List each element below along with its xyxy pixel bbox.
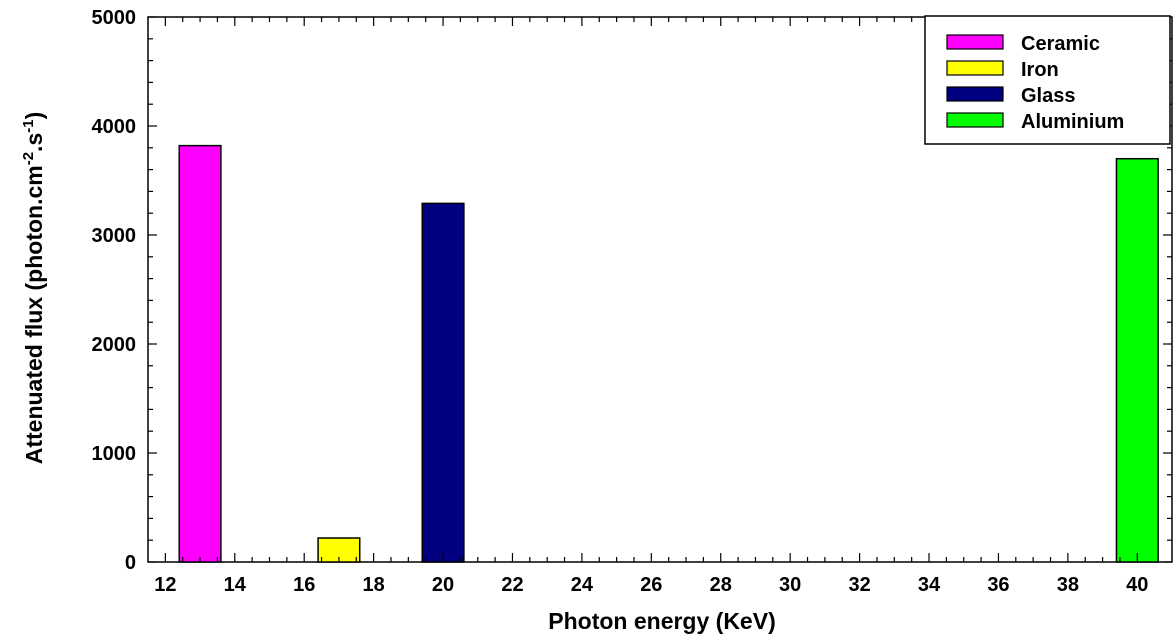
legend-label-ceramic: Ceramic: [1021, 33, 1100, 55]
x-tick-label: 36: [987, 574, 1009, 596]
x-tick-label: 26: [640, 574, 662, 596]
plot-area: [147, 16, 1173, 563]
legend-label-iron: Iron: [1021, 59, 1059, 81]
y-tick-label: 4000: [92, 116, 137, 138]
x-tick-label: 32: [848, 574, 870, 596]
y-tick-label: 1000: [92, 443, 137, 465]
x-tick-label: 12: [154, 574, 176, 596]
axes: 12 14 16 18 20 22 24 26 28 30 32 34 36 38 40 0 1000 2000 3…: [92, 7, 1172, 596]
legend-swatch-ceramic: [946, 34, 1004, 50]
y-tick-label: 2000: [92, 334, 137, 356]
y-axis-title-exp1: -2: [20, 152, 37, 165]
y-axis-title-end: ): [21, 112, 47, 120]
x-tick-label: 28: [710, 574, 732, 596]
x-tick-label: 38: [1057, 574, 1079, 596]
bar-glass: [421, 202, 465, 563]
legend-label-aluminium: Aluminium: [1021, 111, 1124, 133]
y-tick-label: 5000: [92, 7, 137, 29]
bars: [178, 144, 1159, 563]
x-tick-label: 30: [779, 574, 801, 596]
legend-label-glass: Glass: [1021, 85, 1075, 107]
y-axis-title-exp2: -1: [20, 119, 37, 132]
y-axis-title-mid: .s: [21, 133, 47, 152]
plot-frame: [147, 16, 1173, 563]
y-axis-title: Attenuated flux (photon.cm-2.s-1): [20, 112, 47, 465]
legend-swatch-iron: [946, 60, 1004, 76]
legend-swatch-glass: [946, 86, 1004, 102]
x-tick-label: 20: [432, 574, 454, 596]
bar-ceramic: [178, 144, 222, 563]
bar-aluminium: [1115, 157, 1159, 563]
x-tick-label: 22: [501, 574, 523, 596]
y-axis-title-base: Attenuated flux (photon.cm: [21, 165, 47, 464]
x-tick-label: 16: [293, 574, 315, 596]
legend-swatch-aluminium: [946, 112, 1004, 128]
x-axis-title: Photon energy (KeV): [548, 608, 775, 634]
y-tick-label: 3000: [92, 225, 137, 247]
x-tick-label: 40: [1126, 574, 1148, 596]
x-tick-label: 24: [571, 574, 594, 596]
legend: Ceramic Iron Glass Aluminium: [924, 15, 1171, 145]
y-tick-label: 0: [125, 552, 136, 574]
x-tick-label: 14: [224, 574, 247, 596]
x-tick-label: 18: [363, 574, 385, 596]
x-tick-label: 34: [918, 574, 941, 596]
